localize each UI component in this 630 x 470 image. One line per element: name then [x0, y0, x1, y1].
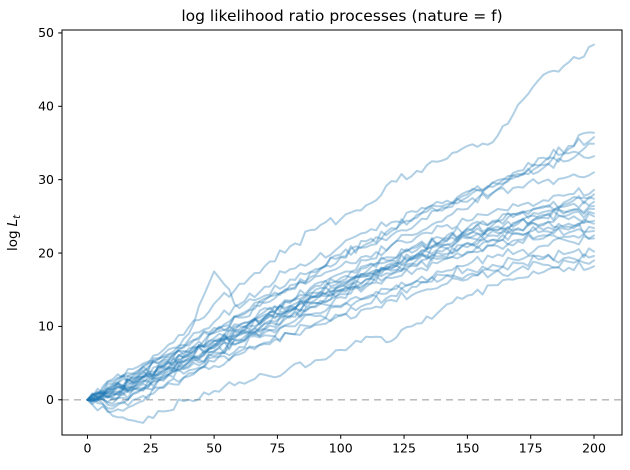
x-tick-label: 200 — [582, 441, 606, 456]
trace-path-18 — [86, 227, 595, 403]
plot-area — [62, 30, 622, 435]
axes-frame — [61, 29, 623, 436]
y-tick-label: 50 — [38, 25, 54, 40]
x-tick-label: 150 — [455, 441, 479, 456]
x-tick-label: 175 — [519, 441, 543, 456]
trace-path-15 — [86, 218, 595, 401]
x-axis-ticks: 0 25 50 75 100 125 150 175 200 — [83, 435, 606, 456]
trace-path-19 — [86, 233, 595, 401]
trace-path-04 — [86, 142, 595, 401]
x-tick-label: 100 — [329, 441, 353, 456]
trace-path-08 — [86, 193, 595, 407]
y-axis-ticks: 0 10 20 30 40 50 — [38, 25, 62, 407]
x-tick-label: 50 — [206, 441, 222, 456]
trace-path-07 — [86, 187, 595, 401]
series-traces — [86, 43, 595, 424]
trace-path-20 — [86, 235, 595, 401]
trace-path-16 — [86, 220, 595, 405]
x-tick-label: 0 — [83, 441, 91, 456]
trace-path-21 — [86, 247, 595, 410]
trace-path-03 — [86, 136, 595, 401]
trace-path-05 — [86, 152, 595, 403]
chart-title: log likelihood ratio processes (nature =… — [181, 7, 502, 25]
trace-path-22 — [86, 253, 595, 402]
y-axis-label-subscript: t — [12, 214, 23, 219]
y-axis-label-prefix: log — [5, 230, 21, 251]
x-tick-label: 125 — [392, 441, 416, 456]
y-axis-label-variable: L — [5, 219, 21, 227]
trace-path-14 — [86, 212, 595, 402]
trace-path-24 — [86, 261, 595, 424]
trace-path-10 — [86, 200, 595, 401]
y-tick-label: 30 — [38, 172, 54, 187]
x-tick-label: 75 — [269, 441, 285, 456]
trace-path-13 — [86, 210, 595, 402]
trace-path-12 — [86, 207, 595, 413]
y-tick-label: 0 — [46, 392, 54, 407]
trace-path-06 — [86, 171, 595, 401]
y-tick-label: 40 — [38, 99, 54, 114]
y-tick-label: 10 — [38, 319, 54, 334]
trace-path-11 — [86, 205, 595, 401]
trace-path-23 — [86, 259, 595, 403]
trace-path-09 — [86, 195, 595, 401]
y-tick-label: 20 — [38, 245, 54, 260]
trace-path-01 — [86, 43, 595, 401]
x-tick-label: 25 — [143, 441, 159, 456]
trace-path-02 — [86, 131, 595, 401]
trace-path-17 — [86, 222, 595, 401]
y-axis-label: log Lt — [5, 214, 23, 251]
